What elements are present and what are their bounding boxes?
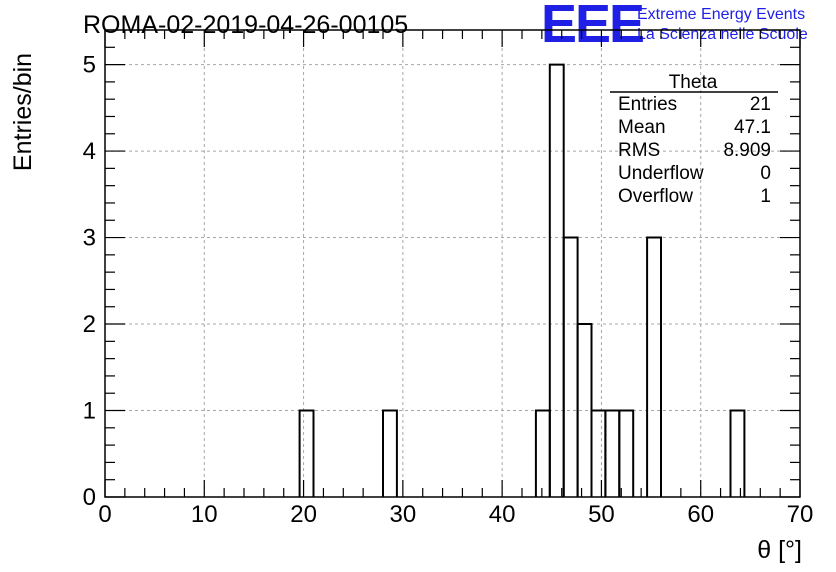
stats-row-label: RMS <box>618 140 660 161</box>
x-tick-label: 60 <box>687 501 714 528</box>
eee-logo: EEE Extreme Energy Events La Scienza nel… <box>541 0 808 54</box>
axes <box>104 29 801 498</box>
x-tick-label: 20 <box>290 501 317 528</box>
y-tick-label: 2 <box>83 311 96 338</box>
x-axis-label: θ [°] <box>757 536 802 564</box>
x-tick-label: 10 <box>191 501 218 528</box>
histogram-bin <box>618 409 635 497</box>
logo-line-2: La Scienza nelle Scuole <box>637 26 808 43</box>
y-axis-label: Entries/bin <box>9 53 37 171</box>
histogram-bin <box>382 409 398 497</box>
y-tick-label: 0 <box>83 484 96 511</box>
histogram-bin <box>548 63 565 497</box>
stats-row-label: Overflow <box>618 186 693 207</box>
stats-row-value: 47.1 <box>734 117 771 138</box>
stats-row-label: Underflow <box>618 163 704 184</box>
chart-title: ROMA-02-2019-04-26-00105 <box>83 11 408 39</box>
stats-row-value: 1 <box>760 186 771 207</box>
histogram-bin <box>729 409 746 497</box>
stats-title: Theta <box>669 72 718 93</box>
x-tick-label: 70 <box>787 501 814 528</box>
histogram-bin <box>562 236 579 497</box>
histogram-bin <box>298 409 315 497</box>
x-tick-labels: 0 10 20 30 40 50 60 70 <box>98 501 813 528</box>
x-tick-label: 50 <box>588 501 615 528</box>
y-tick-label: 5 <box>83 52 96 79</box>
histogram-bin <box>646 236 662 497</box>
stats-row-value: 8.909 <box>723 140 771 161</box>
x-tick-label: 0 <box>98 501 111 528</box>
stats-rows: Entries 21 Mean 47.1 RMS 8.909 Underflow 0 Overf… <box>618 94 771 207</box>
histogram-bins <box>298 63 746 497</box>
grid-lines <box>105 30 800 497</box>
logo-mark: EEE <box>541 0 643 54</box>
x-tick-label: 30 <box>390 501 417 528</box>
y-tick-label: 3 <box>83 225 96 252</box>
stats-row-label: Entries <box>618 94 677 115</box>
y-tick-labels: 0 1 2 3 4 5 <box>83 52 96 511</box>
stats-row-value: 21 <box>750 94 771 115</box>
histogram-bin <box>534 409 551 497</box>
histogram-bin <box>604 409 621 497</box>
plot-frame <box>104 29 801 498</box>
stats-box: Theta Entries 21 Mean 47.1 RMS 8.909 Underflow… <box>610 72 778 207</box>
y-tick-label: 4 <box>83 138 96 165</box>
stats-row-label: Mean <box>618 117 666 138</box>
histogram-bin <box>590 409 607 497</box>
logo-line-1: Extreme Energy Events <box>637 6 805 23</box>
stats-row-value: 0 <box>760 163 771 184</box>
x-tick-label: 40 <box>489 501 516 528</box>
y-tick-label: 1 <box>83 398 96 425</box>
